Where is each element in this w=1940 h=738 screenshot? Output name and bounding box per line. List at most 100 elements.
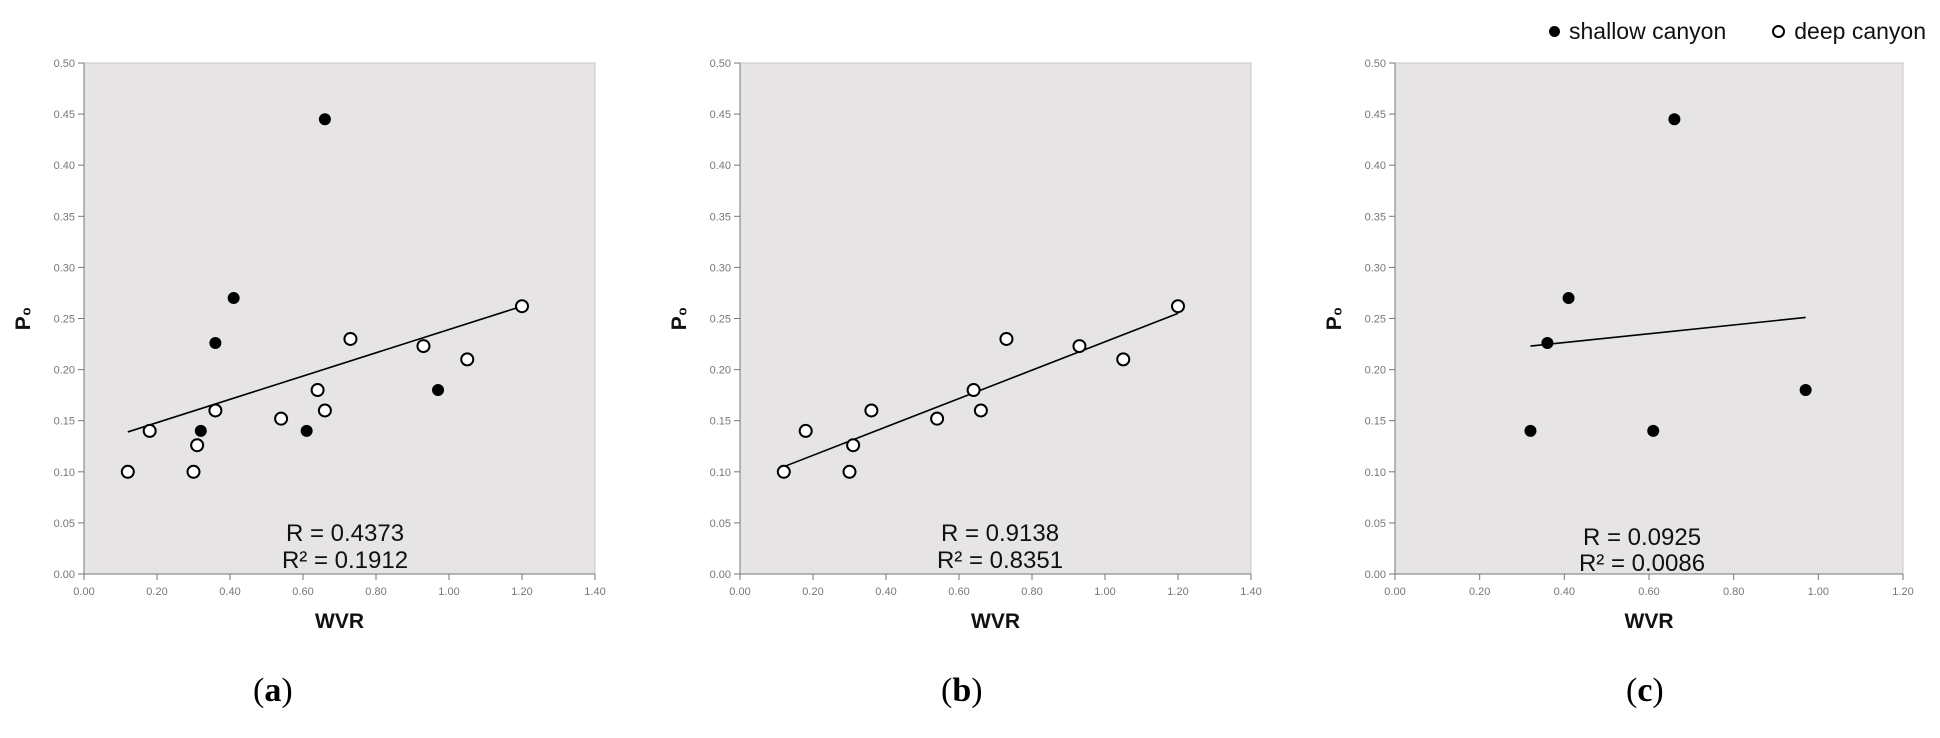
data-point-deep <box>515 299 529 314</box>
data-point-deep <box>930 411 945 426</box>
x-tick-label: 1.20 <box>1892 586 1913 598</box>
r-squared-label: R² = 0.0086 <box>1579 550 1705 577</box>
y-tick-label: 0.25 <box>54 314 75 326</box>
data-point-deep <box>966 383 981 398</box>
chart-panel-b: 0.00 0.05 0.10 0.15 0.20 0.25 0.30 0.35 0.40 0.45… <box>668 58 1262 633</box>
y-tick-label: 0.15 <box>54 416 75 428</box>
r-squared-label: R² = 0.8351 <box>937 547 1063 574</box>
x-tick-label: 1.40 <box>1240 586 1261 598</box>
r-value-label: R = 0.4373 <box>286 520 404 547</box>
chart-panel-c: 0.00 0.05 0.10 0.15 0.20 0.25 0.30 0.35 0.40 0.45… <box>1323 58 1914 633</box>
y-tick-label: 0.30 <box>54 262 75 274</box>
r-squared-label: R² = 0.1912 <box>282 547 408 574</box>
data-point-shallow <box>1647 424 1660 437</box>
x-tick-label: 0.60 <box>1638 586 1659 598</box>
data-point-deep <box>1072 339 1087 354</box>
x-tick-label: 0.60 <box>948 586 969 598</box>
y-tick-label: 0.25 <box>710 314 731 326</box>
data-point-shallow <box>209 337 222 350</box>
data-point-shallow <box>432 384 445 397</box>
x-tick-label: 0.00 <box>73 586 94 598</box>
data-point-shallow <box>227 292 240 305</box>
y-tick-label: 0.00 <box>710 569 731 581</box>
y-tick-label: 0.30 <box>1365 262 1386 274</box>
data-point-deep <box>190 438 205 453</box>
y-tick-label: 0.30 <box>710 262 731 274</box>
y-tick-label: 0.40 <box>710 160 731 172</box>
x-axis-title: WVR <box>971 610 1020 633</box>
data-point-deep <box>999 331 1014 346</box>
data-point-deep <box>343 331 358 346</box>
y-tick-label: 0.35 <box>710 211 731 223</box>
x-tick-label: 1.40 <box>584 586 605 598</box>
x-axis-title: WVR <box>1625 610 1674 633</box>
regression-line <box>127 305 523 433</box>
x-tick-label: 0.40 <box>219 586 240 598</box>
x-axis-title: WVR <box>315 610 364 633</box>
y-tick-label: 0.50 <box>54 58 75 70</box>
data-point-deep <box>1116 352 1131 367</box>
chart-panel-a: 0.00 0.05 0.10 0.15 0.20 0.25 0.30 0.35 0.40 0.45… <box>12 58 606 633</box>
plot-area <box>83 62 596 575</box>
data-point-deep <box>776 464 791 479</box>
caption-a-letter: a <box>264 672 282 709</box>
x-tick-label: 0.00 <box>1384 586 1405 598</box>
data-point-shallow <box>194 424 207 437</box>
x-tick-label: 0.00 <box>729 586 750 598</box>
r-value-label: R = 0.9138 <box>941 520 1059 547</box>
x-tick-label: 0.20 <box>1469 586 1490 598</box>
x-tick-label: 1.00 <box>1094 586 1115 598</box>
filled-circle-icon <box>1549 26 1560 37</box>
legend-label-shallow: shallow canyon <box>1569 18 1727 44</box>
x-tick-label: 0.20 <box>802 586 823 598</box>
x-tick-label: 1.20 <box>1167 586 1188 598</box>
data-point-deep <box>208 403 223 418</box>
x-tick-label: 1.00 <box>1808 586 1829 598</box>
r-value-label: R = 0.0925 <box>1583 524 1701 551</box>
y-tick-label: 0.05 <box>710 518 731 530</box>
x-tick-label: 1.00 <box>438 586 459 598</box>
data-point-deep <box>310 383 325 398</box>
data-point-deep <box>864 403 879 418</box>
data-point-deep <box>120 464 135 479</box>
data-point-deep <box>274 411 289 426</box>
caption-b-letter: b <box>952 672 972 709</box>
x-tick-label: 0.60 <box>292 586 313 598</box>
y-tick-label: 0.45 <box>1365 109 1386 121</box>
y-tick-label: 0.00 <box>1365 569 1386 581</box>
y-tick-label: 0.50 <box>1365 58 1386 70</box>
y-axis-title: P₀ <box>12 307 35 330</box>
data-point-shallow <box>300 424 313 437</box>
data-point-deep <box>416 339 431 354</box>
x-tick-label: 0.80 <box>1021 586 1042 598</box>
y-axis-title: P₀ <box>668 307 691 330</box>
x-tick-label: 0.80 <box>1723 586 1744 598</box>
y-tick-label: 0.15 <box>1365 416 1386 428</box>
y-tick-label: 0.20 <box>54 365 75 377</box>
data-point-shallow <box>318 113 331 126</box>
y-tick-label: 0.45 <box>54 109 75 121</box>
y-tick-label: 0.20 <box>710 365 731 377</box>
data-point-deep <box>846 438 861 453</box>
x-tick-label: 0.80 <box>365 586 386 598</box>
data-point-deep <box>973 403 988 418</box>
caption-a: (a) <box>253 672 293 709</box>
data-point-shallow <box>1524 424 1537 437</box>
x-tick-label: 0.40 <box>1554 586 1575 598</box>
caption-b: (b) <box>941 672 983 709</box>
x-tick-label: 0.20 <box>146 586 167 598</box>
data-point-shallow <box>1668 113 1681 126</box>
data-point-shallow <box>1562 292 1575 305</box>
plot-area <box>1394 62 1904 575</box>
x-tick-label: 0.40 <box>875 586 896 598</box>
data-point-deep <box>317 403 332 418</box>
regression-line <box>1530 316 1806 347</box>
y-axis-title: P₀ <box>1323 307 1346 330</box>
data-point-shallow <box>1541 337 1554 350</box>
legend: shallow canyon deep canyon <box>1549 18 1926 45</box>
y-tick-label: 0.10 <box>1365 467 1386 479</box>
y-tick-label: 0.05 <box>54 518 75 530</box>
caption-c-letter: c <box>1637 672 1653 709</box>
y-tick-label: 0.05 <box>1365 518 1386 530</box>
legend-item-deep: deep canyon <box>1772 18 1926 45</box>
